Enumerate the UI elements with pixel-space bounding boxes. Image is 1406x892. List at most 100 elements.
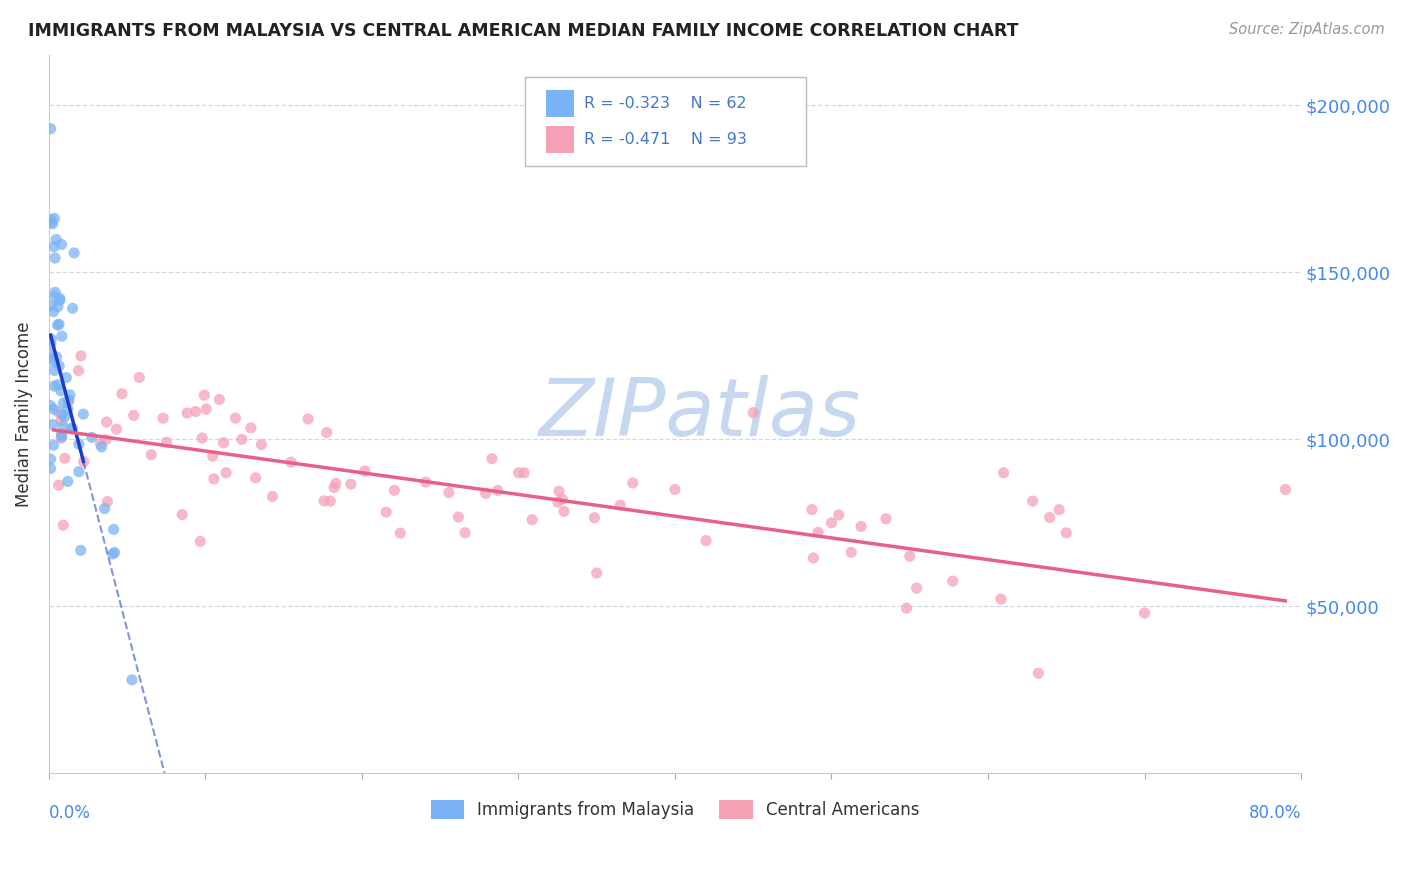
Point <box>551 492 574 507</box>
Point <box>41 417 63 432</box>
Point <box>280 455 302 469</box>
Point <box>94 433 117 447</box>
Point <box>128 370 150 384</box>
Point <box>389 526 412 541</box>
Point <box>875 512 897 526</box>
Point <box>103 522 125 536</box>
Point <box>742 406 765 420</box>
Point <box>49 293 72 308</box>
Point <box>547 495 569 509</box>
Point <box>583 511 606 525</box>
Point <box>46 300 69 314</box>
Point <box>53 451 76 466</box>
Point <box>42 438 65 452</box>
Point <box>474 486 496 500</box>
Text: Source: ZipAtlas.com: Source: ZipAtlas.com <box>1229 22 1385 37</box>
Point <box>262 490 284 504</box>
Point <box>800 502 823 516</box>
Point <box>56 475 79 489</box>
Point <box>513 466 536 480</box>
Point <box>849 519 872 533</box>
Point <box>41 217 63 231</box>
Point <box>553 504 575 518</box>
Point <box>1039 510 1062 524</box>
Point <box>67 363 90 377</box>
Point <box>486 483 509 498</box>
Point <box>820 516 842 530</box>
Point <box>48 478 70 492</box>
Point <box>993 466 1015 480</box>
Point <box>72 407 94 421</box>
Point <box>89 437 111 451</box>
Point <box>51 408 73 422</box>
Point <box>942 574 965 588</box>
Point <box>828 508 851 522</box>
Point <box>191 431 214 445</box>
Point <box>1133 606 1156 620</box>
Point <box>122 409 145 423</box>
Point <box>103 545 125 559</box>
Point <box>44 289 66 303</box>
Point <box>52 396 75 410</box>
Point <box>46 318 69 332</box>
Point <box>51 237 73 252</box>
Point <box>990 592 1012 607</box>
Point <box>353 464 375 478</box>
Point <box>111 386 134 401</box>
Point <box>1047 502 1070 516</box>
Point <box>49 414 72 428</box>
Point <box>508 466 530 480</box>
Point <box>39 399 62 413</box>
Point <box>62 301 84 316</box>
Point <box>39 121 62 136</box>
Point <box>55 370 77 384</box>
Point <box>62 421 84 435</box>
Text: 0.0%: 0.0% <box>49 804 91 822</box>
Point <box>319 494 342 508</box>
Point <box>60 422 83 436</box>
Point <box>375 505 398 519</box>
Point <box>41 348 63 362</box>
Point <box>42 239 65 253</box>
Point <box>609 498 631 512</box>
Point <box>44 363 66 377</box>
Point <box>215 466 238 480</box>
Point <box>93 501 115 516</box>
Point <box>188 534 211 549</box>
Point <box>898 549 921 564</box>
Point <box>839 545 862 559</box>
Point <box>415 475 437 489</box>
Point <box>51 427 73 442</box>
Point <box>548 484 571 499</box>
Point <box>44 285 66 300</box>
Legend: Immigrants from Malaysia, Central Americans: Immigrants from Malaysia, Central Americ… <box>423 794 927 826</box>
Point <box>49 292 72 306</box>
Point <box>46 377 69 392</box>
Text: 80.0%: 80.0% <box>1249 804 1301 822</box>
FancyBboxPatch shape <box>546 89 574 117</box>
Point <box>447 510 470 524</box>
Point <box>1274 483 1296 497</box>
Point <box>695 533 717 548</box>
Point <box>522 513 544 527</box>
Point <box>58 392 80 407</box>
Point <box>202 472 225 486</box>
Point <box>382 483 405 498</box>
Point <box>803 551 825 566</box>
Point <box>39 216 62 230</box>
Point <box>208 392 231 407</box>
Point <box>141 448 163 462</box>
Point <box>195 402 218 417</box>
Point <box>454 525 477 540</box>
Point <box>323 481 346 495</box>
Point <box>41 332 63 346</box>
Point <box>80 430 103 444</box>
Point <box>45 233 67 247</box>
Point <box>44 211 66 226</box>
Point <box>52 518 75 533</box>
Point <box>315 425 337 440</box>
Text: R = -0.471    N = 93: R = -0.471 N = 93 <box>583 132 747 146</box>
Point <box>172 508 194 522</box>
Point <box>39 452 62 467</box>
Point <box>67 437 90 451</box>
